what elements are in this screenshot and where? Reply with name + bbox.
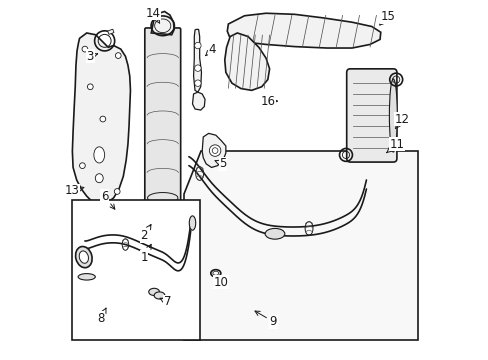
Circle shape xyxy=(82,46,88,52)
Ellipse shape xyxy=(79,251,88,263)
Polygon shape xyxy=(227,13,380,48)
Ellipse shape xyxy=(95,174,103,183)
Text: 14: 14 xyxy=(145,7,160,23)
Circle shape xyxy=(115,53,121,58)
Ellipse shape xyxy=(76,247,92,268)
Text: 12: 12 xyxy=(394,113,409,129)
Text: 16: 16 xyxy=(260,95,277,108)
Polygon shape xyxy=(224,33,269,90)
Polygon shape xyxy=(202,134,225,167)
Text: 13: 13 xyxy=(65,184,84,197)
Circle shape xyxy=(194,80,201,86)
Bar xyxy=(107,29,114,35)
Polygon shape xyxy=(192,92,204,110)
Text: 6: 6 xyxy=(101,190,115,209)
Circle shape xyxy=(194,65,201,71)
Circle shape xyxy=(80,163,85,168)
Text: 1: 1 xyxy=(140,244,151,264)
FancyBboxPatch shape xyxy=(346,69,396,162)
Ellipse shape xyxy=(189,216,195,230)
Ellipse shape xyxy=(157,265,168,269)
Polygon shape xyxy=(183,151,418,339)
Ellipse shape xyxy=(212,271,218,275)
Text: 10: 10 xyxy=(213,275,228,289)
Text: 4: 4 xyxy=(205,42,216,56)
Ellipse shape xyxy=(157,271,168,275)
Ellipse shape xyxy=(148,288,159,296)
Ellipse shape xyxy=(388,79,396,152)
Circle shape xyxy=(114,189,120,194)
Ellipse shape xyxy=(94,147,104,163)
Polygon shape xyxy=(72,33,130,205)
Ellipse shape xyxy=(78,274,95,280)
Bar xyxy=(72,200,199,339)
Circle shape xyxy=(212,148,218,153)
Circle shape xyxy=(87,84,93,90)
Text: 8: 8 xyxy=(97,308,106,325)
FancyBboxPatch shape xyxy=(144,28,180,253)
Text: 5: 5 xyxy=(215,157,226,170)
Ellipse shape xyxy=(210,270,221,277)
Text: 15: 15 xyxy=(379,10,395,25)
Ellipse shape xyxy=(155,254,169,260)
Text: 3: 3 xyxy=(86,50,98,63)
Circle shape xyxy=(194,42,201,49)
Text: 7: 7 xyxy=(160,296,171,309)
Circle shape xyxy=(100,116,105,122)
Circle shape xyxy=(209,145,221,156)
Ellipse shape xyxy=(264,228,285,239)
Text: 2: 2 xyxy=(140,225,151,242)
Ellipse shape xyxy=(154,263,171,270)
Polygon shape xyxy=(151,12,174,35)
Text: 9: 9 xyxy=(254,311,276,328)
Polygon shape xyxy=(193,30,201,92)
Ellipse shape xyxy=(154,292,164,299)
Ellipse shape xyxy=(154,270,171,277)
Text: 11: 11 xyxy=(386,138,404,153)
